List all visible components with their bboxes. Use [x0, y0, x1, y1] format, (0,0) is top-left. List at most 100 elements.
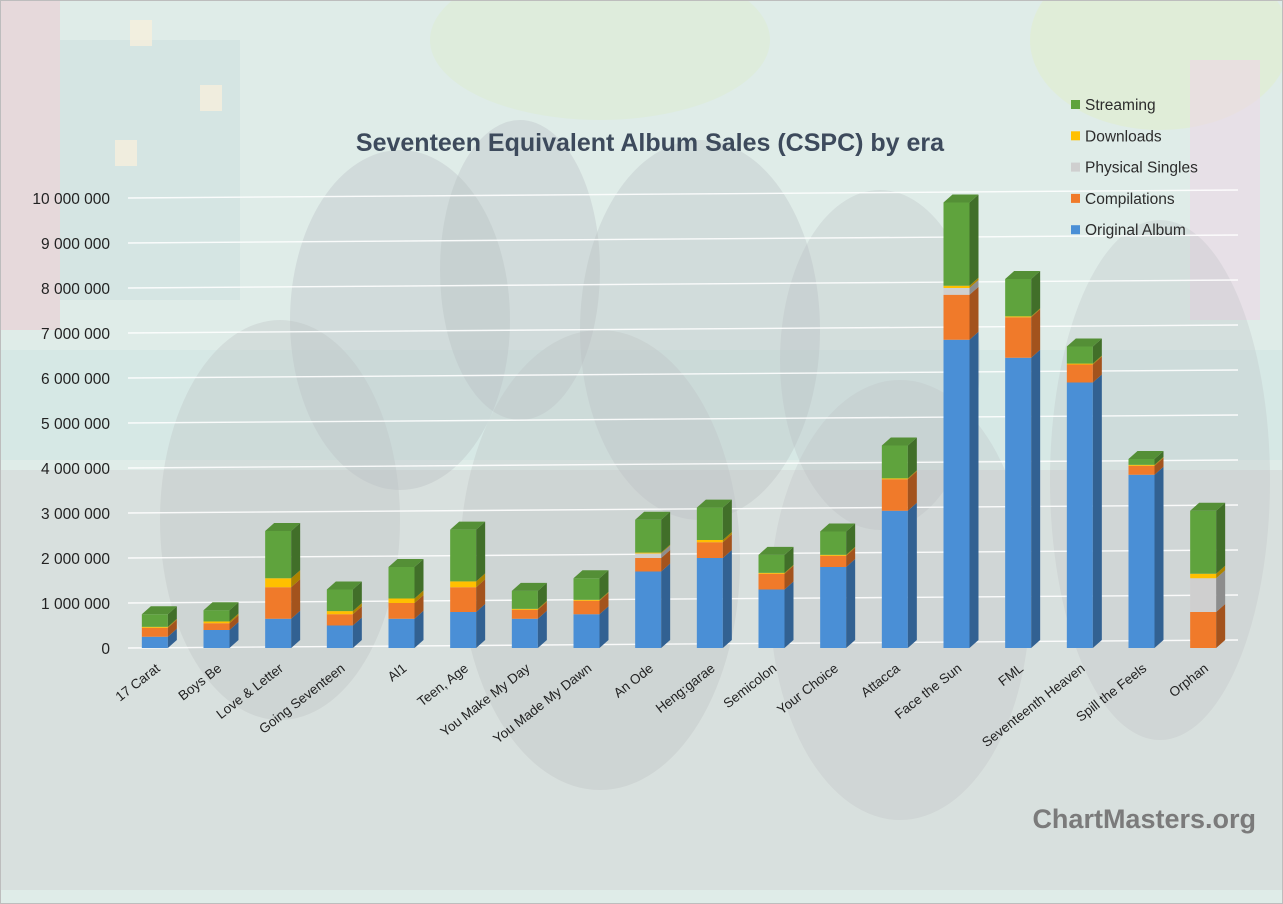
legend-item: Downloads — [1071, 128, 1162, 145]
bar-segment — [635, 545, 671, 558]
bar-segment — [758, 564, 794, 574]
bar-segment — [820, 547, 856, 567]
gridline — [127, 459, 1239, 469]
bar-segment — [450, 579, 486, 612]
bar-segment — [881, 471, 917, 511]
y-tick-label: 9 000 000 — [41, 236, 110, 253]
bar-segment — [326, 581, 362, 612]
legend-swatch — [1071, 225, 1080, 235]
bar-segment — [881, 470, 917, 480]
bar-segment — [1066, 374, 1102, 648]
bar-segment — [450, 521, 486, 582]
bar-segment — [1190, 565, 1226, 579]
bar-segment — [511, 601, 547, 619]
bar-segment — [265, 523, 301, 579]
bar-segment — [758, 546, 794, 573]
x-tick-label: Seventeenth Heaven — [979, 661, 1088, 750]
bar-segment — [943, 194, 979, 286]
legend-label: Compilations — [1085, 191, 1175, 208]
bar-segment — [388, 559, 424, 599]
legend-label: Streaming — [1085, 97, 1156, 114]
y-tick-label: 2 000 000 — [41, 551, 110, 568]
bars — [141, 194, 1226, 648]
bar-segment — [635, 544, 671, 554]
gridlines — [127, 189, 1239, 649]
legend-swatch — [1071, 131, 1080, 141]
bar-segment — [573, 592, 609, 615]
legend-item: Physical Singles — [1071, 160, 1198, 177]
y-axis-ticks: 0 1 000 000 2 000 000 3 000 000 4 000 000 5 0… — [32, 191, 110, 658]
y-tick-label: 0 — [101, 641, 110, 658]
bar-segment — [881, 437, 917, 479]
bar-segment — [635, 563, 671, 648]
bar-segment — [388, 590, 424, 603]
legend-label: Physical Singles — [1085, 160, 1198, 177]
y-tick-label: 8 000 000 — [41, 281, 110, 298]
bar-segment — [1190, 570, 1226, 612]
bar-segment — [943, 277, 979, 288]
bar-segment — [573, 591, 609, 601]
chart-title: Seventeen Equivalent Album Sales (CSPC) … — [356, 129, 945, 157]
bar-segment — [326, 606, 362, 626]
bar-segment — [1190, 604, 1226, 648]
y-tick-label: 4 000 000 — [41, 461, 110, 478]
bar-segment — [635, 511, 671, 553]
gridline — [127, 639, 1239, 649]
watermark-text: ChartMasters.org — [1032, 804, 1256, 834]
legend-label: Downloads — [1085, 128, 1162, 145]
gridline — [127, 414, 1239, 424]
x-tick-label: Heng:garae — [653, 661, 718, 716]
gridline — [127, 324, 1239, 334]
legend: Streaming Downloads Physical Singles Compil… — [1071, 97, 1198, 239]
bar-segment — [696, 550, 732, 648]
bar-segment — [265, 579, 301, 619]
bar-segment — [203, 613, 239, 624]
y-tick-label: 3 000 000 — [41, 506, 110, 523]
bar-segment — [943, 331, 979, 648]
bar-segment — [511, 600, 547, 610]
legend-swatch — [1071, 162, 1080, 172]
bar-segment — [203, 602, 239, 622]
bar-segment — [1066, 356, 1102, 383]
x-tick-label: FML — [996, 660, 1027, 689]
bar-segment — [1005, 271, 1041, 317]
bar-segment — [450, 573, 486, 588]
legend-swatch — [1071, 193, 1080, 203]
bar-segment — [141, 619, 177, 637]
gridline — [127, 369, 1239, 379]
bar-segment — [820, 559, 856, 648]
bar-segment — [943, 286, 979, 340]
x-tick-label: Boys Be — [175, 661, 224, 704]
bar-segment — [758, 565, 794, 590]
gridline — [127, 504, 1239, 514]
legend-item: Streaming — [1071, 97, 1156, 114]
bar-segment — [758, 581, 794, 648]
y-tick-label: 10 000 000 — [32, 191, 110, 208]
legend-label: Original Album — [1085, 222, 1186, 239]
x-tick-label: Semicolon — [720, 661, 779, 712]
y-tick-label: 1 000 000 — [41, 596, 110, 613]
bar-segment — [511, 610, 547, 648]
bar-segment — [326, 617, 362, 648]
bar-segment — [1005, 349, 1041, 648]
x-tick-label: Your Choice — [774, 661, 841, 718]
bar-segment — [943, 280, 979, 295]
bar-segment — [573, 570, 609, 600]
bar-segment — [326, 603, 362, 615]
gridline — [127, 594, 1239, 604]
bar-segment — [203, 615, 239, 630]
bar-segment — [450, 604, 486, 648]
bar-segment — [696, 499, 732, 540]
bar-segment — [1128, 457, 1164, 475]
bar-segment — [265, 570, 301, 588]
x-tick-label: Orphan — [1166, 661, 1211, 701]
bar-segment — [1128, 456, 1164, 466]
bar-segment — [388, 595, 424, 619]
bar-segment — [573, 606, 609, 648]
legend-swatch — [1071, 100, 1080, 109]
bar-segment — [1066, 338, 1102, 364]
gridline — [127, 279, 1239, 289]
